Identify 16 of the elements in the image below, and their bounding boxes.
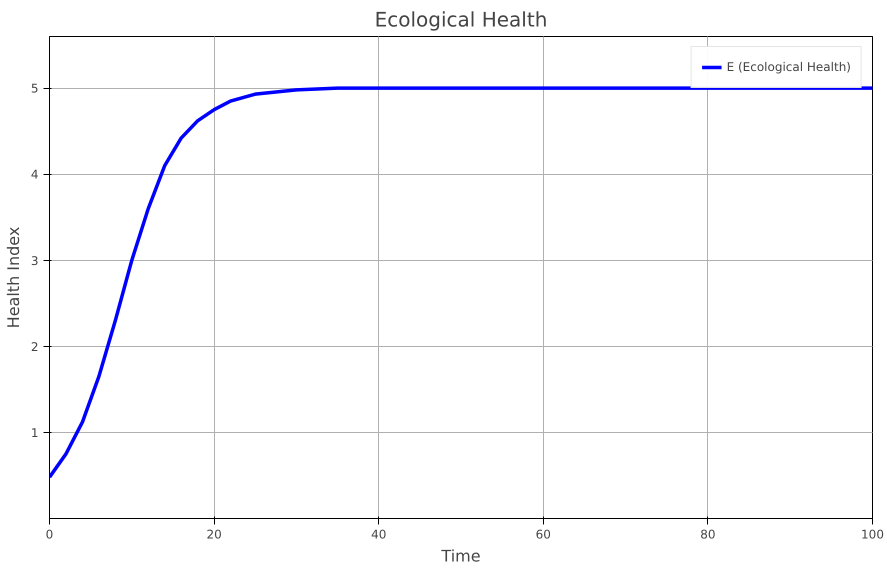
y-tick-label: 3: [30, 254, 39, 268]
legend-label: E (Ecological Health): [726, 60, 851, 74]
y-tick-label: 5: [30, 82, 39, 96]
line-series: [50, 86, 872, 479]
y-tick-label: 1: [30, 426, 39, 440]
x-tick-label: 80: [700, 528, 716, 542]
y-tick-label: 4: [30, 168, 39, 182]
x-tick-label: 60: [536, 528, 551, 542]
x-axis-title: Time: [440, 546, 481, 566]
y-tick-label: 2: [30, 340, 39, 354]
x-tick-label: 20: [206, 528, 222, 542]
x-tick-label: 0: [46, 528, 54, 542]
y-axis-title: Health Index: [4, 226, 23, 328]
x-tick-label: 100: [861, 528, 884, 542]
chart-title: Ecological Health: [374, 8, 548, 32]
x-tick-label: 40: [371, 528, 386, 542]
